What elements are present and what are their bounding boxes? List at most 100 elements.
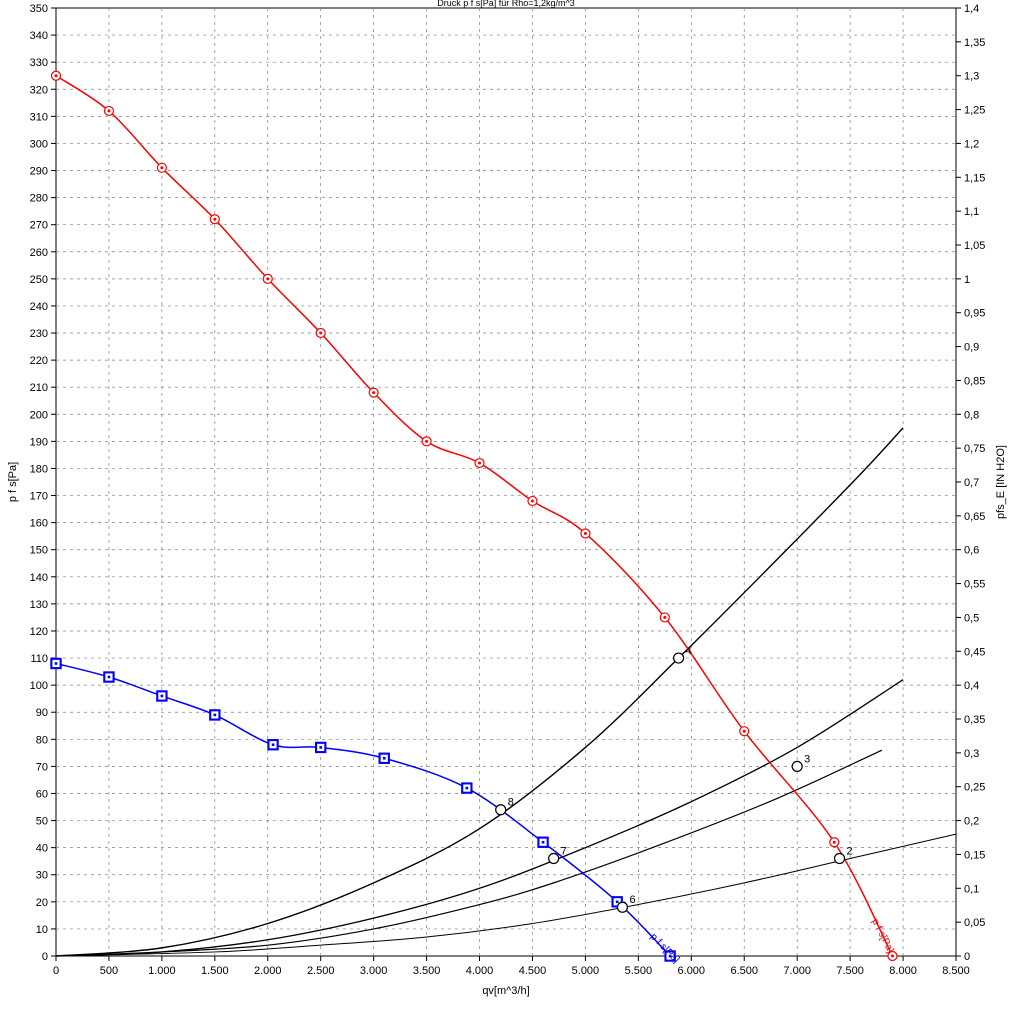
svg-text:220: 220 <box>30 355 48 367</box>
svg-text:1,3: 1,3 <box>964 71 979 83</box>
svg-text:250: 250 <box>30 274 48 286</box>
svg-text:4.500: 4.500 <box>519 965 547 977</box>
svg-text:0,15: 0,15 <box>964 849 985 861</box>
annotation-marker-6 <box>617 902 627 912</box>
svg-text:0,95: 0,95 <box>964 308 985 320</box>
svg-text:0,8: 0,8 <box>964 409 979 421</box>
svg-text:4.000: 4.000 <box>466 965 494 977</box>
svg-text:2.000: 2.000 <box>254 965 282 977</box>
fan-curve-chart: Druck p f s[Pa] für Rho=1,2kg/m^305001.0… <box>0 0 1017 1024</box>
svg-text:340: 340 <box>30 30 48 42</box>
annotation-marker-2 <box>835 853 845 863</box>
svg-text:6.500: 6.500 <box>730 965 758 977</box>
svg-text:1.500: 1.500 <box>201 965 229 977</box>
svg-text:30: 30 <box>36 870 48 882</box>
svg-text:0,25: 0,25 <box>964 782 985 794</box>
svg-text:150: 150 <box>30 545 48 557</box>
svg-text:0,4: 0,4 <box>964 680 979 692</box>
svg-text:3.000: 3.000 <box>360 965 388 977</box>
svg-text:310: 310 <box>30 111 48 123</box>
x-axis-label: qv[m^3/h] <box>482 985 529 997</box>
svg-text:2.500: 2.500 <box>307 965 335 977</box>
svg-text:200: 200 <box>30 409 48 421</box>
svg-text:0,6: 0,6 <box>964 545 979 557</box>
svg-text:0,1: 0,1 <box>964 883 979 895</box>
svg-text:0: 0 <box>964 951 970 963</box>
svg-text:3.500: 3.500 <box>413 965 441 977</box>
svg-text:0,5: 0,5 <box>964 612 979 624</box>
svg-text:1,25: 1,25 <box>964 105 985 117</box>
annotation-label-3: 3 <box>804 753 810 765</box>
y-axis-secondary-label: pfs_E [IN H2O] <box>995 445 1007 519</box>
svg-text:8.500: 8.500 <box>942 965 970 977</box>
svg-text:170: 170 <box>30 491 48 503</box>
svg-text:330: 330 <box>30 57 48 69</box>
svg-text:50: 50 <box>36 816 48 828</box>
svg-text:0,75: 0,75 <box>964 443 985 455</box>
svg-text:130: 130 <box>30 599 48 611</box>
svg-text:300: 300 <box>30 138 48 150</box>
svg-text:40: 40 <box>36 843 48 855</box>
svg-text:210: 210 <box>30 382 48 394</box>
svg-text:1: 1 <box>964 274 970 286</box>
svg-text:0,55: 0,55 <box>964 579 985 591</box>
svg-text:190: 190 <box>30 436 48 448</box>
svg-text:120: 120 <box>30 626 48 638</box>
svg-text:320: 320 <box>30 84 48 96</box>
svg-text:0,7: 0,7 <box>964 477 979 489</box>
chart-container: Druck p f s[Pa] für Rho=1,2kg/m^305001.0… <box>0 0 1017 1024</box>
svg-text:70: 70 <box>36 761 48 773</box>
annotation-marker-7 <box>549 853 559 863</box>
svg-text:6.000: 6.000 <box>678 965 706 977</box>
svg-text:260: 260 <box>30 247 48 259</box>
svg-text:0,35: 0,35 <box>964 714 985 726</box>
svg-text:60: 60 <box>36 788 48 800</box>
svg-text:8.000: 8.000 <box>889 965 917 977</box>
annotation-label-8: 8 <box>508 797 514 809</box>
svg-text:10: 10 <box>36 924 48 936</box>
svg-text:0,65: 0,65 <box>964 511 985 523</box>
svg-text:350: 350 <box>30 3 48 15</box>
svg-text:7.000: 7.000 <box>783 965 811 977</box>
svg-text:20: 20 <box>36 897 48 909</box>
annotation-marker-4 <box>674 653 684 663</box>
svg-text:270: 270 <box>30 220 48 232</box>
svg-text:0: 0 <box>42 951 48 963</box>
svg-text:110: 110 <box>30 653 48 665</box>
svg-text:0,05: 0,05 <box>964 917 985 929</box>
svg-text:7.500: 7.500 <box>836 965 864 977</box>
svg-text:240: 240 <box>30 301 48 313</box>
svg-text:1,1: 1,1 <box>964 206 979 218</box>
svg-text:0,9: 0,9 <box>964 342 979 354</box>
svg-text:5.000: 5.000 <box>572 965 600 977</box>
svg-text:1.000: 1.000 <box>148 965 176 977</box>
svg-text:1,35: 1,35 <box>964 37 985 49</box>
svg-text:90: 90 <box>36 707 48 719</box>
svg-text:0,3: 0,3 <box>964 748 979 760</box>
svg-text:1,2: 1,2 <box>964 138 979 150</box>
svg-text:290: 290 <box>30 166 48 178</box>
svg-text:180: 180 <box>30 463 48 475</box>
annotation-marker-3 <box>792 761 802 771</box>
annotation-marker-8 <box>496 805 506 815</box>
svg-text:1,4: 1,4 <box>964 3 979 15</box>
svg-text:230: 230 <box>30 328 48 340</box>
annotation-label-4: 4 <box>686 645 692 657</box>
svg-text:1,15: 1,15 <box>964 172 985 184</box>
svg-text:80: 80 <box>36 734 48 746</box>
chart-title: Druck p f s[Pa] für Rho=1,2kg/m^3 <box>437 0 575 8</box>
annotation-label-7: 7 <box>561 845 567 857</box>
svg-text:100: 100 <box>30 680 48 692</box>
svg-text:5.500: 5.500 <box>625 965 653 977</box>
svg-text:160: 160 <box>30 518 48 530</box>
svg-text:0: 0 <box>53 965 59 977</box>
annotation-label-2: 2 <box>847 845 853 857</box>
svg-text:140: 140 <box>30 572 48 584</box>
svg-text:0,85: 0,85 <box>964 375 985 387</box>
svg-text:1,05: 1,05 <box>964 240 985 252</box>
svg-text:0,2: 0,2 <box>964 816 979 828</box>
y-axis-primary-label: p f s[Pa] <box>7 462 19 502</box>
svg-text:280: 280 <box>30 193 48 205</box>
svg-text:500: 500 <box>100 965 118 977</box>
annotation-label-6: 6 <box>629 894 635 906</box>
